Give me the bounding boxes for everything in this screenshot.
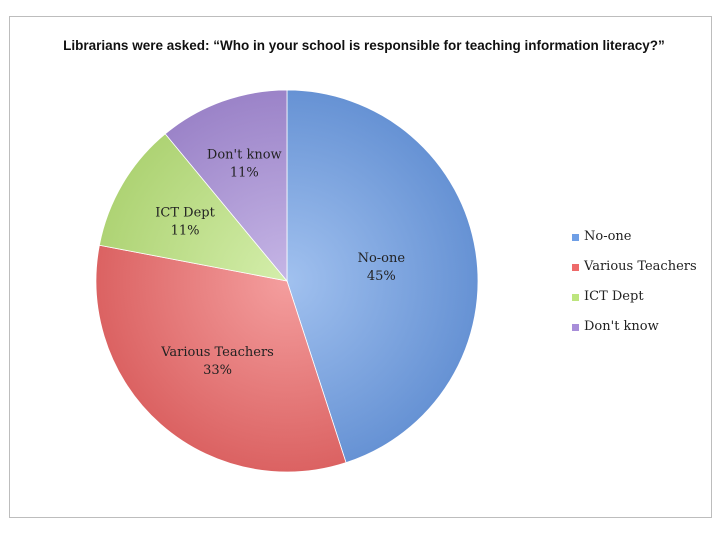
slice-value-ict-dept: 11% xyxy=(171,224,200,239)
legend-swatch xyxy=(572,294,579,301)
slice-label-ict-dept: ICT Dept xyxy=(155,206,215,221)
legend-swatch xyxy=(572,264,579,271)
pie-slices xyxy=(95,89,479,473)
legend-label: No-one xyxy=(584,229,632,244)
slice-value-no-one: 45% xyxy=(367,269,396,284)
slice-label-don-t-know: Don't know xyxy=(207,147,282,162)
legend-label: Don't know xyxy=(584,319,659,334)
pie-slice-labels: No-one 45% Various Teachers 33% ICT Dept 11% D… xyxy=(155,147,405,377)
pie-slice-ict-dept xyxy=(98,133,289,282)
slice-label-no-one: No-one xyxy=(358,251,406,266)
legend-swatch xyxy=(572,234,579,241)
chart-title: Librarians were asked: “Who in your scho… xyxy=(63,38,665,53)
slice-value-don-t-know: 11% xyxy=(230,165,259,180)
pie-slice-various-teachers xyxy=(95,244,347,473)
slice-label-various-teachers: Various Teachers xyxy=(160,345,274,360)
legend-swatch xyxy=(572,324,579,331)
slice-value-various-teachers: 33% xyxy=(203,363,232,378)
legend-label: ICT Dept xyxy=(584,289,644,304)
legend-label: Various Teachers xyxy=(584,259,697,274)
pie-slice-no-one xyxy=(286,89,479,464)
pie-slice-don-t-know xyxy=(164,89,288,283)
